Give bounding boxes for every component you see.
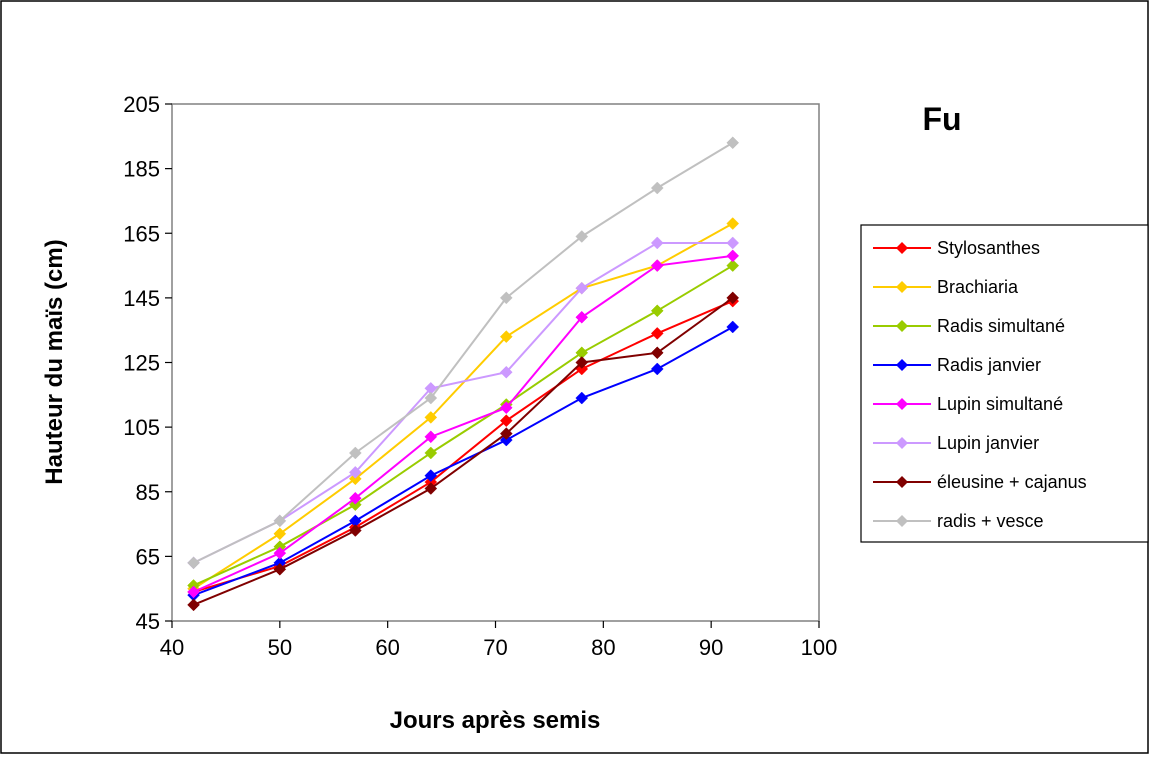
x-axis: 40 50 60 70 80 90 100 — [160, 621, 838, 660]
data-point — [499, 414, 513, 428]
data-point — [424, 391, 438, 405]
legend-marker — [896, 242, 908, 254]
y-tick-label: 185 — [123, 157, 160, 182]
legend-box — [860, 224, 1149, 543]
data-point — [348, 446, 362, 460]
y-tick-label: 165 — [123, 221, 160, 246]
legend-label: Brachiaria — [937, 277, 1019, 297]
y-tick-label: 65 — [136, 544, 160, 569]
y-tick-label: 145 — [123, 286, 160, 311]
data-point — [726, 291, 740, 305]
data-point — [575, 391, 589, 405]
y-axis: 45 65 85 105 125 145 165 185 205 — [123, 92, 172, 634]
legend-marker — [896, 359, 908, 371]
data-point — [424, 411, 438, 424]
data-point — [273, 514, 287, 528]
series-line — [193, 222, 734, 590]
data-point — [424, 446, 438, 460]
data-point — [273, 562, 287, 576]
series-line — [193, 297, 734, 606]
x-tick-label: 70 — [483, 635, 507, 660]
series-line — [193, 254, 733, 593]
data-point — [726, 320, 740, 334]
series-line — [193, 141, 734, 564]
data-point — [499, 291, 513, 305]
legend-label: Radis simultané — [937, 316, 1065, 336]
legend-label: radis + vesce — [937, 511, 1044, 531]
legend-marker — [896, 320, 908, 332]
data-point — [187, 585, 200, 599]
data-point — [575, 281, 589, 295]
chart-title: Fu — [922, 101, 961, 137]
data-point — [726, 236, 740, 250]
x-tick-label: 80 — [591, 635, 615, 660]
data-point — [273, 527, 287, 541]
data-point — [575, 310, 589, 324]
legend-label: Stylosanthes — [937, 238, 1040, 258]
x-axis-title: Jours après semis — [390, 707, 601, 734]
x-tick-label: 60 — [375, 635, 399, 660]
data-point — [575, 230, 589, 243]
data-point — [650, 327, 664, 340]
data-point — [650, 346, 664, 360]
data-point — [424, 430, 438, 444]
data-point — [499, 365, 513, 379]
data-point — [348, 472, 362, 486]
legend-marker — [896, 281, 908, 293]
data-point — [424, 482, 438, 495]
legend-marker — [896, 476, 908, 488]
series-line — [193, 241, 733, 564]
legend-label: Lupin janvier — [937, 433, 1039, 453]
plot-area — [171, 103, 820, 622]
data-point — [726, 249, 740, 263]
data-point — [726, 259, 740, 272]
y-tick-label: 125 — [123, 351, 160, 376]
x-tick-label: 100 — [801, 635, 838, 660]
y-tick-label: 45 — [136, 609, 160, 634]
x-tick-label: 90 — [699, 635, 723, 660]
legend-label: éleusine + cajanus — [937, 472, 1087, 492]
legend-marker — [896, 398, 908, 410]
data-point — [348, 498, 362, 512]
data-point — [650, 304, 664, 318]
data-point — [726, 136, 740, 150]
legend-marker — [896, 515, 908, 527]
data-point — [650, 259, 664, 272]
data-point — [499, 401, 513, 415]
data-point — [650, 181, 664, 195]
series-line — [193, 300, 734, 593]
y-tick-label: 85 — [136, 480, 160, 505]
data-point — [726, 217, 740, 230]
series-line — [193, 264, 734, 587]
x-tick-label: 50 — [268, 635, 292, 660]
data-point — [499, 330, 513, 344]
data-point — [348, 491, 362, 505]
data-point — [499, 433, 513, 447]
y-tick-label: 205 — [123, 92, 160, 117]
data-point — [650, 362, 664, 376]
data-point — [348, 466, 362, 479]
series-line — [193, 326, 734, 597]
data-point — [187, 556, 200, 570]
series-layer — [187, 136, 740, 612]
data-point — [348, 524, 362, 537]
legend-label: Radis janvier — [937, 355, 1041, 375]
x-tick-label: 40 — [160, 635, 184, 660]
data-point — [650, 236, 664, 250]
data-point — [187, 598, 200, 612]
legend-label: Lupin simultané — [937, 394, 1063, 414]
y-tick-label: 105 — [123, 415, 160, 440]
y-axis-title: Hauteur du maïs (cm) — [41, 239, 68, 484]
legend: Stylosanthes Brachiaria Radis simultané Rad… — [860, 224, 1149, 543]
data-point — [575, 356, 589, 369]
data-point — [499, 427, 513, 440]
legend-marker — [896, 437, 908, 449]
data-point — [424, 469, 438, 482]
data-point — [273, 546, 287, 560]
